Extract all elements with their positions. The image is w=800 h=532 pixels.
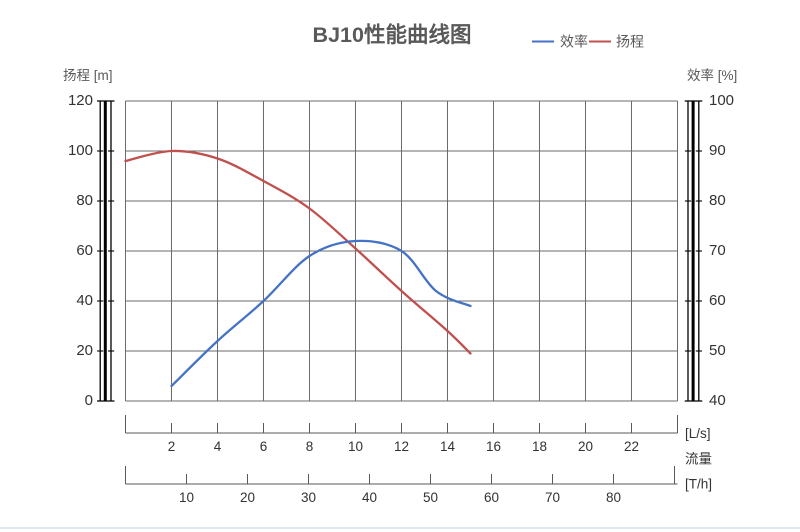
svg-text:20: 20 xyxy=(240,490,255,505)
svg-text:扬程: 扬程 xyxy=(616,34,644,50)
svg-text:80: 80 xyxy=(606,490,621,505)
svg-text:20: 20 xyxy=(578,439,593,454)
svg-text:0: 0 xyxy=(85,392,93,409)
svg-text:20: 20 xyxy=(76,342,93,359)
svg-text:14: 14 xyxy=(440,439,456,454)
svg-text:4: 4 xyxy=(214,439,222,454)
svg-text:30: 30 xyxy=(301,490,316,505)
svg-text:[T/h]: [T/h] xyxy=(685,477,712,492)
svg-text:2: 2 xyxy=(168,439,176,454)
svg-text:40: 40 xyxy=(362,490,377,505)
svg-text:70: 70 xyxy=(709,242,726,259)
svg-text:70: 70 xyxy=(545,490,560,505)
svg-text:流量: 流量 xyxy=(685,452,712,467)
svg-text:80: 80 xyxy=(76,192,93,209)
svg-text:效率 [%]: 效率 [%] xyxy=(687,67,737,83)
svg-text:80: 80 xyxy=(709,192,726,209)
svg-text:40: 40 xyxy=(76,292,93,309)
svg-text:8: 8 xyxy=(306,439,314,454)
svg-text:60: 60 xyxy=(484,490,499,505)
svg-text:10: 10 xyxy=(348,439,363,454)
svg-text:16: 16 xyxy=(486,439,501,454)
svg-text:40: 40 xyxy=(709,392,726,409)
svg-text:扬程 [m]: 扬程 [m] xyxy=(63,68,113,83)
svg-text:50: 50 xyxy=(709,342,726,359)
svg-text:效率: 效率 xyxy=(560,34,588,50)
svg-text:100: 100 xyxy=(709,92,734,109)
svg-text:120: 120 xyxy=(68,92,93,109)
svg-text:60: 60 xyxy=(76,242,93,259)
svg-text:90: 90 xyxy=(709,142,726,159)
svg-text:[L/s]: [L/s] xyxy=(685,426,711,441)
svg-text:100: 100 xyxy=(68,142,93,159)
svg-text:18: 18 xyxy=(532,439,547,454)
svg-text:60: 60 xyxy=(709,292,726,309)
svg-text:22: 22 xyxy=(624,439,639,454)
svg-text:50: 50 xyxy=(423,490,438,505)
svg-text:10: 10 xyxy=(179,490,194,505)
svg-text:BJ10性能曲线图: BJ10性能曲线图 xyxy=(313,22,472,47)
svg-text:6: 6 xyxy=(260,439,268,454)
svg-text:12: 12 xyxy=(394,439,409,454)
